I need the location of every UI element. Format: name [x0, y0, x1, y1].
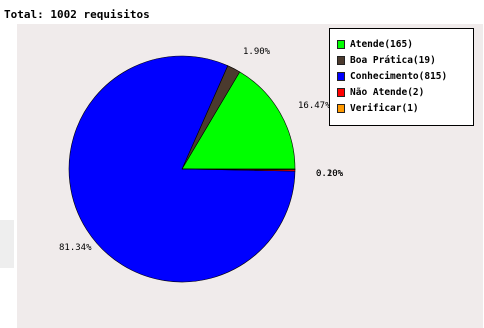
legend-label-1: Boa Prática(19) — [350, 54, 436, 66]
pie-slice-0 — [181, 71, 296, 170]
legend-swatch-1 — [337, 55, 345, 65]
legend-label-4: Verificar(1) — [350, 102, 419, 114]
legend-label-0: Atende(165) — [350, 38, 413, 50]
pie-percent-label-3: 0.20% — [316, 169, 344, 179]
legend-swatch-4 — [337, 103, 345, 113]
side-tab — [0, 220, 14, 268]
legend-label-2: Conhecimento(815) — [350, 70, 448, 82]
legend-item-1: Boa Prática(19) — [337, 52, 473, 68]
legend-item-2: Conhecimento(815) — [337, 68, 473, 84]
pie-percent-label-4: 0.10% — [316, 169, 344, 179]
chart-legend: Atende(165) Boa Prática(19) Conhecimento(8… — [329, 28, 474, 126]
pie-percent-label-1: 1.90% — [243, 47, 271, 57]
pie-percent-labels: 16.47% 1.90% 81.34% 0.20%0.10% — [59, 47, 344, 253]
pie-slices — [68, 55, 296, 283]
legend-item-0: Atende(165) — [337, 36, 473, 52]
legend-item-4: Verificar(1) — [337, 100, 473, 116]
chart-total-title: Total: 1002 requisitos — [4, 8, 150, 21]
pie-percent-label-0: 16.47% — [298, 101, 331, 111]
legend-swatch-0 — [337, 39, 345, 49]
pie-slice-4 — [181, 168, 296, 171]
legend-swatch-2 — [337, 71, 345, 81]
pie-percent-label-2: 81.34% — [59, 243, 92, 253]
legend-item-3: Não Atende(2) — [337, 84, 473, 100]
legend-swatch-3 — [337, 87, 345, 97]
legend-label-3: Não Atende(2) — [350, 86, 425, 98]
